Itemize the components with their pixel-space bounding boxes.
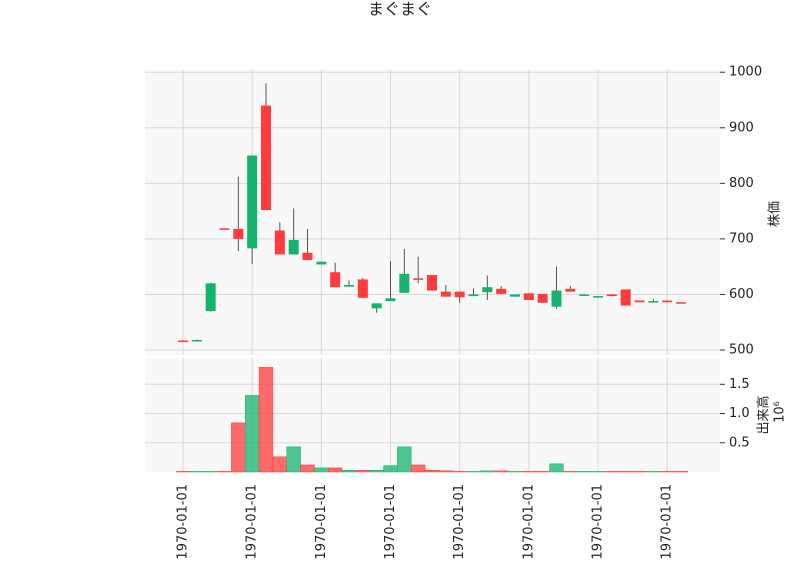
chart-title: まぐまぐ xyxy=(368,0,432,19)
candle-body xyxy=(440,291,451,297)
candle-body xyxy=(399,273,410,293)
volume-bar xyxy=(577,471,592,473)
volume-bar xyxy=(507,471,523,473)
volume-bar xyxy=(300,464,315,473)
candle-body xyxy=(178,340,188,343)
volume-bar xyxy=(521,471,537,473)
volume-bar xyxy=(175,471,191,473)
volume-bar xyxy=(660,471,675,473)
y-tick-label: 900 xyxy=(729,120,754,135)
candle-body xyxy=(579,294,590,296)
candle-body xyxy=(219,228,230,230)
candle-body xyxy=(413,278,424,280)
x-tick-label: 1970-01-01 xyxy=(591,484,606,560)
volume-bar xyxy=(189,471,205,473)
volume-bar xyxy=(355,469,370,473)
candle-body xyxy=(261,105,271,210)
volume-bar xyxy=(217,471,232,473)
candle-body xyxy=(205,283,216,312)
candle-body xyxy=(427,275,437,291)
x-tick-label: 1970-01-01 xyxy=(383,484,398,560)
volume-bar xyxy=(618,471,633,473)
price-panel xyxy=(145,70,720,355)
candle-body xyxy=(537,293,548,303)
candle-body xyxy=(288,240,299,255)
volume-bar xyxy=(535,471,550,473)
volume-bar xyxy=(452,471,467,473)
volume-bar xyxy=(314,467,329,473)
candle-body xyxy=(316,261,327,265)
volume-bar xyxy=(549,463,564,473)
volume-bar xyxy=(632,471,647,473)
candle-body xyxy=(620,289,631,306)
candle-body xyxy=(357,279,368,298)
candle-body xyxy=(593,296,603,298)
volume-offset-label: 10⁶ xyxy=(773,401,788,423)
x-tick-label: 1970-01-01 xyxy=(521,484,536,560)
candle-body xyxy=(454,291,465,298)
volume-bar xyxy=(673,471,689,473)
volume-bar xyxy=(383,465,398,473)
x-tick-label: 1970-01-01 xyxy=(452,484,467,560)
volume-bar xyxy=(480,470,495,473)
candle-body xyxy=(385,298,396,302)
candle-body xyxy=(496,288,507,294)
y-tick-label: 800 xyxy=(729,176,754,191)
candle-body xyxy=(523,293,534,300)
candle-body xyxy=(330,272,341,288)
volume-bar xyxy=(231,422,246,473)
volume-bar xyxy=(397,446,412,473)
volume-bar xyxy=(272,456,287,473)
y-tick-label: 500 xyxy=(729,343,754,358)
volume-bar xyxy=(369,469,384,473)
candle-body xyxy=(468,294,479,297)
volume-bar xyxy=(646,471,661,473)
candle-body xyxy=(191,340,202,342)
volume-bar xyxy=(590,471,606,473)
candle-body xyxy=(247,155,258,249)
candle-body xyxy=(302,252,313,260)
volume-bar xyxy=(563,471,578,473)
volume-bar xyxy=(604,471,620,473)
volume-bar xyxy=(466,471,481,473)
volume-bar xyxy=(203,471,218,473)
candle-body xyxy=(676,302,686,304)
volume-bar xyxy=(245,395,260,473)
y-tick-label: 0.5 xyxy=(729,435,750,450)
y-axis-label: 株価 xyxy=(768,201,783,227)
candle-body xyxy=(648,301,659,303)
candle-body xyxy=(274,230,285,255)
y-tick-label: 600 xyxy=(729,287,754,302)
candle-body xyxy=(344,285,354,287)
candle-body xyxy=(551,290,562,307)
candle-body xyxy=(482,287,493,293)
y-tick-label: 1.5 xyxy=(729,377,750,392)
volume-bar xyxy=(341,469,357,473)
candle-body xyxy=(371,303,382,309)
candle-body xyxy=(634,300,645,303)
y-tick-label: 1.0 xyxy=(729,406,750,421)
volume-axis-label: 出来高 xyxy=(756,395,772,434)
candle-body xyxy=(662,300,673,303)
x-tick-label: 1970-01-01 xyxy=(314,484,329,560)
volume-bar xyxy=(424,469,440,473)
volume-bar xyxy=(258,367,274,473)
x-tick-label: 1970-01-01 xyxy=(245,484,260,560)
volume-bar xyxy=(286,446,301,473)
volume-bar xyxy=(494,470,509,473)
candle-body xyxy=(510,294,520,297)
volume-bar xyxy=(438,470,453,473)
volume-bar xyxy=(328,467,343,473)
x-tick-label: 1970-01-01 xyxy=(176,484,191,560)
candle-body xyxy=(565,288,576,292)
x-tick-label: 1970-01-01 xyxy=(660,484,675,560)
y-tick-label: 1000 xyxy=(729,65,762,80)
candle-body xyxy=(606,294,617,297)
volume-bar xyxy=(411,464,426,473)
y-tick-label: 700 xyxy=(729,231,754,246)
candle-body xyxy=(233,228,244,239)
